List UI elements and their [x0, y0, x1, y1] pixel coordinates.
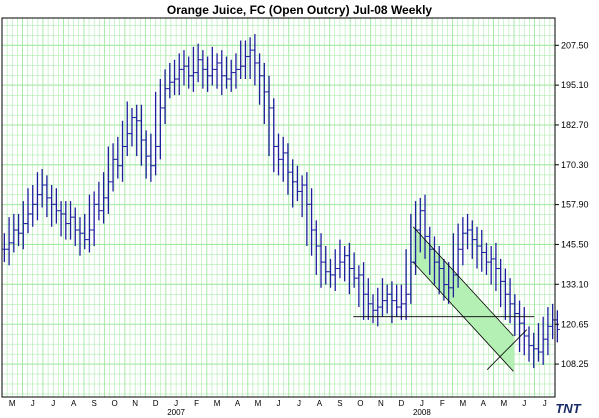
- channel-fill: [413, 226, 514, 372]
- x-tick-label: O: [112, 399, 118, 408]
- brand-logo: TNT: [555, 401, 581, 416]
- x-tick-label: N: [132, 399, 138, 408]
- x-tick-label: J: [51, 399, 55, 408]
- x-tick-label: D: [398, 399, 404, 408]
- x-tick-label: A: [235, 399, 241, 408]
- x-tick-label: J: [420, 399, 424, 408]
- y-tick-label: 120.65: [561, 319, 589, 329]
- x-tick-label: J: [522, 399, 526, 408]
- x-tick-label: J: [31, 399, 35, 408]
- y-tick-label: 157.90: [561, 200, 589, 210]
- x-tick-label: D: [153, 399, 159, 408]
- y-tick-label: 108.25: [561, 359, 589, 369]
- x-tick-label: J: [297, 399, 301, 408]
- y-tick-label: 182.70: [561, 120, 589, 130]
- x-tick-label: S: [337, 399, 342, 408]
- x-tick-label: M: [500, 399, 507, 408]
- x-tick-label: M: [9, 399, 16, 408]
- chart-title: Orange Juice, FC (Open Outcry) Jul-08 We…: [166, 3, 433, 17]
- x-tick-label: J: [174, 399, 178, 408]
- y-tick-label: 145.50: [561, 239, 589, 249]
- y-tick-label: 133.10: [561, 279, 589, 289]
- channel-upper-line: [412, 226, 514, 337]
- plot-border: [1, 17, 556, 398]
- x-tick-label: A: [481, 399, 487, 408]
- y-tick-label: 195.10: [561, 80, 589, 90]
- x-tick-label: J: [543, 399, 547, 408]
- x-tick-label: F: [440, 399, 445, 408]
- x-tick-label: M: [459, 399, 466, 408]
- x-tick-label: N: [378, 399, 384, 408]
- x-tick-label: F: [194, 399, 199, 408]
- x-tick-label: A: [317, 399, 323, 408]
- x-tick-label: M: [255, 399, 262, 408]
- x-tick-label: A: [71, 399, 77, 408]
- y-tick-label: 207.50: [561, 40, 589, 50]
- year-label: 2007: [167, 408, 185, 417]
- year-label: 2008: [413, 408, 431, 417]
- x-tick-label: O: [357, 399, 363, 408]
- x-tick-label: M: [214, 399, 221, 408]
- y-tick-label: 170.30: [561, 160, 589, 170]
- trend-line-rising: [486, 329, 528, 370]
- x-tick-label: J: [277, 399, 281, 408]
- x-tick-label: S: [91, 399, 96, 408]
